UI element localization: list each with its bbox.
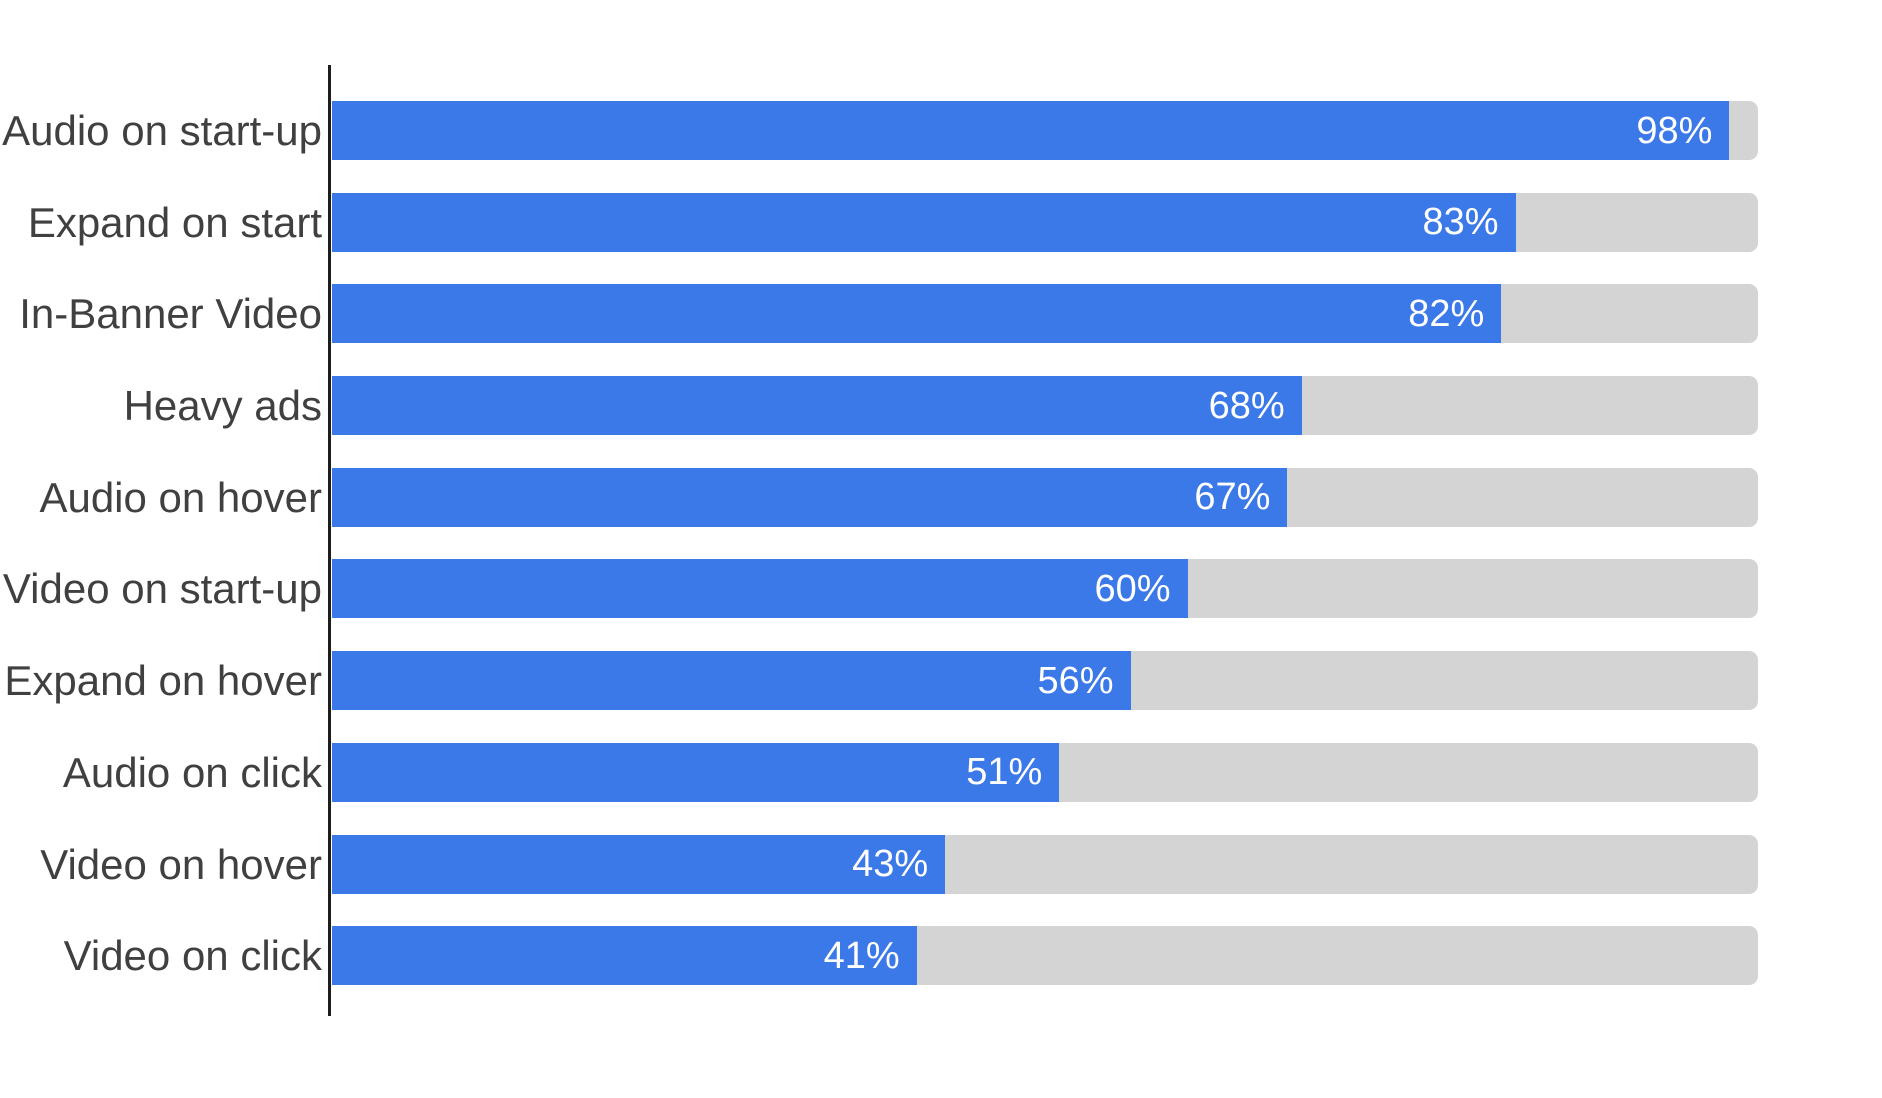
bar: 56% [332,651,1131,711]
bar-row: Heavy ads 68% [0,376,1758,436]
bar-row: Video on hover 43% [0,834,1758,894]
bar-track: 60% [332,559,1758,619]
category-label: Expand on start [27,198,322,246]
category-label: Video on click [63,932,322,980]
bar-row: Expand on hover 56% [0,651,1758,711]
bar-value-label: 67% [1194,476,1271,519]
bar: 83% [332,192,1516,252]
bar-row: In-Banner Video 82% [0,284,1758,344]
bar-value-label: 43% [852,843,929,885]
bar-row: Video on start-up 60% [0,559,1758,619]
bar-row: Audio on start-up 98% [0,101,1758,160]
bar: 82% [332,284,1502,344]
bar-track: 68% [332,376,1758,436]
bar-track: 43% [332,834,1758,894]
y-axis-line [328,65,331,1016]
bar-value-label: 98% [1636,109,1713,152]
bar: 68% [332,376,1302,436]
bar-value-label: 83% [1422,201,1499,244]
bar-row: Audio on hover 67% [0,467,1758,527]
bar: 67% [332,467,1288,527]
bar-row: Audio on click 51% [0,742,1758,802]
bar-track: 82% [332,284,1758,344]
bar: 98% [332,101,1730,160]
bar-value-label: 82% [1408,292,1485,335]
bar: 51% [332,742,1060,802]
category-label: Video on hover [40,840,322,888]
bar-value-label: 56% [1037,659,1114,702]
bar-track: 67% [332,467,1758,527]
category-label: Video on start-up [2,565,322,613]
category-label: In-Banner Video [19,290,322,338]
bar-value-label: 68% [1208,384,1285,427]
bar-track: 56% [332,651,1758,711]
category-label: Audio on hover [39,473,322,521]
bar-value-label: 60% [1094,567,1171,610]
bar-rows: Audio on start-up 98% Expand on start 83% In… [0,101,1758,986]
bar: 60% [332,559,1188,619]
category-label: Audio on click [62,748,322,796]
bar-value-label: 41% [823,934,900,977]
bar: 43% [332,834,946,894]
bar-value-label: 51% [966,751,1043,794]
bar-track: 83% [332,192,1758,252]
bar-track: 98% [332,101,1758,160]
bar-track: 51% [332,742,1758,802]
bar-row: Video on click 41% [0,926,1758,986]
bar-track: 41% [332,926,1758,986]
bar-row: Expand on start 83% [0,192,1758,252]
category-label: Audio on start-up [2,107,322,154]
bar: 41% [332,926,917,986]
category-label: Expand on hover [4,657,322,705]
category-label: Heavy ads [123,382,322,430]
